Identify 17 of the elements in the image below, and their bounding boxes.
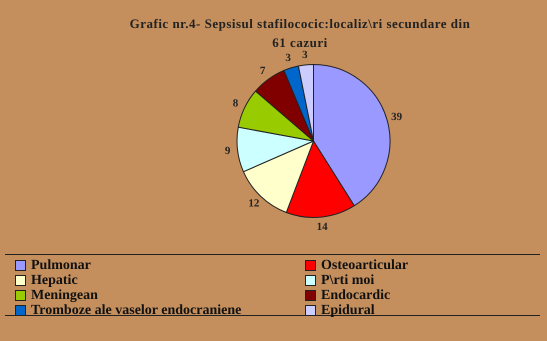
legend-label: Tromboze ale vaselor endocraniene — [31, 302, 242, 318]
legend-label: Osteoarticular — [321, 258, 408, 274]
data-label: 12 — [248, 198, 260, 210]
chart-title: Grafic nr.4- Sepsisul stafilococic:localiz\ri secundare din 61 cazuri — [128, 15, 472, 50]
data-label: 3 — [285, 52, 292, 64]
data-label: 7 — [260, 64, 266, 77]
data-label: 39 — [391, 110, 403, 123]
data-label: 9 — [224, 144, 231, 157]
data-label: 14 — [316, 220, 328, 233]
legend-label: P\rti moi — [321, 272, 374, 288]
data-label: 3 — [302, 48, 308, 61]
legend-label: Epidural — [321, 302, 375, 318]
legend-label: Hepatic — [31, 272, 78, 288]
legend-label: Endocardic — [321, 288, 390, 304]
data-label: 8 — [232, 97, 239, 110]
legend-label: Meningean — [31, 288, 98, 304]
legend-label: Pulmonar — [31, 258, 91, 274]
